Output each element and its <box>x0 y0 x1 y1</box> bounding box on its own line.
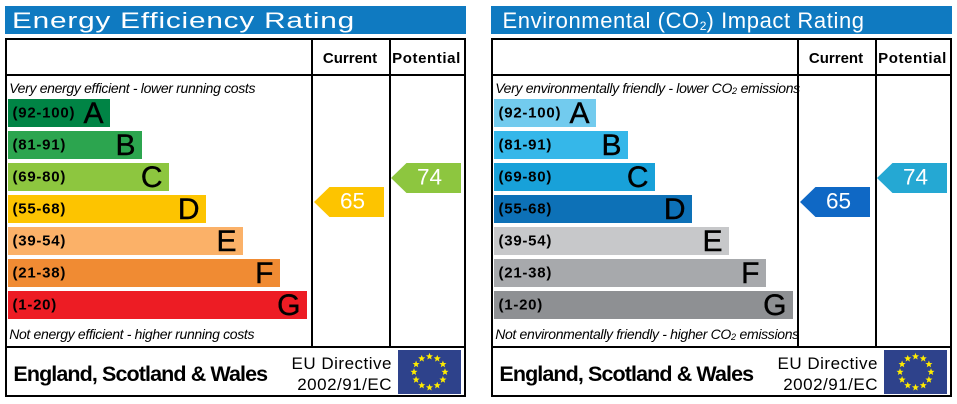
svg-text:65: 65 <box>339 188 364 213</box>
svg-text:74: 74 <box>903 165 928 190</box>
svg-text:65: 65 <box>825 188 850 213</box>
svg-text:74: 74 <box>417 165 442 190</box>
